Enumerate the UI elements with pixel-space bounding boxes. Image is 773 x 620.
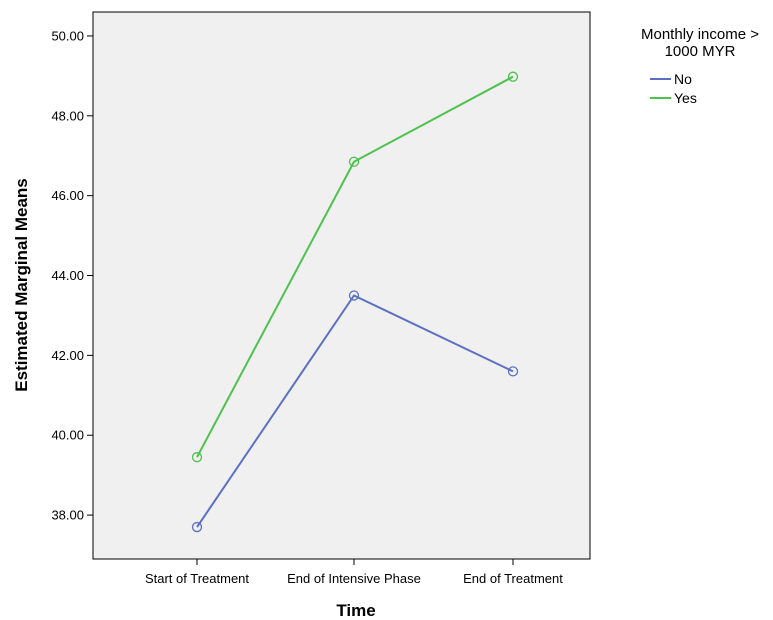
y-tick-label-4: 46.00: [51, 188, 84, 203]
legend-label-yes: Yes: [674, 90, 697, 106]
x-tick-label-1: End of Intensive Phase: [287, 571, 421, 586]
point-no-1: [348, 290, 360, 301]
x-axis: Start of Treatment End of Intensive Phase…: [145, 559, 563, 586]
x-tick-label-0: Start of Treatment: [145, 571, 249, 586]
y-tick-label-6: 50.00: [51, 28, 84, 43]
legend-items: No Yes: [650, 71, 697, 106]
point-yes-1: [348, 156, 360, 167]
y-tick-label-3: 44.00: [51, 268, 84, 283]
y-axis: 38.00 40.00 42.00 44.00 46.00 48.00 50.00: [51, 28, 93, 523]
y-axis-title: Estimated Marginal Means: [12, 178, 31, 392]
y-tick-label-1: 40.00: [51, 428, 84, 443]
series-line-no: [196, 294, 514, 528]
legend-title-line-1: Monthly income >: [641, 26, 759, 43]
plot-area: [92, 11, 591, 560]
legend-label-no: No: [674, 71, 692, 87]
legend-title-line-2: 1000 MYR: [665, 43, 736, 60]
y-tick-label-2: 42.00: [51, 348, 84, 363]
y-tick-label-0: 38.00: [51, 508, 84, 523]
x-axis-title: Time: [336, 601, 375, 620]
series-layer: [191, 71, 519, 533]
point-no-2: [507, 366, 519, 377]
y-tick-label-5: 48.00: [51, 108, 84, 123]
legend: Monthly income > 1000 MYR No Yes: [641, 26, 759, 106]
point-yes-0: [191, 452, 203, 463]
point-no-0: [191, 521, 203, 533]
point-yes-2: [507, 71, 519, 82]
series-line-yes: [196, 75, 514, 458]
x-tick-label-2: End of Treatment: [463, 571, 563, 586]
